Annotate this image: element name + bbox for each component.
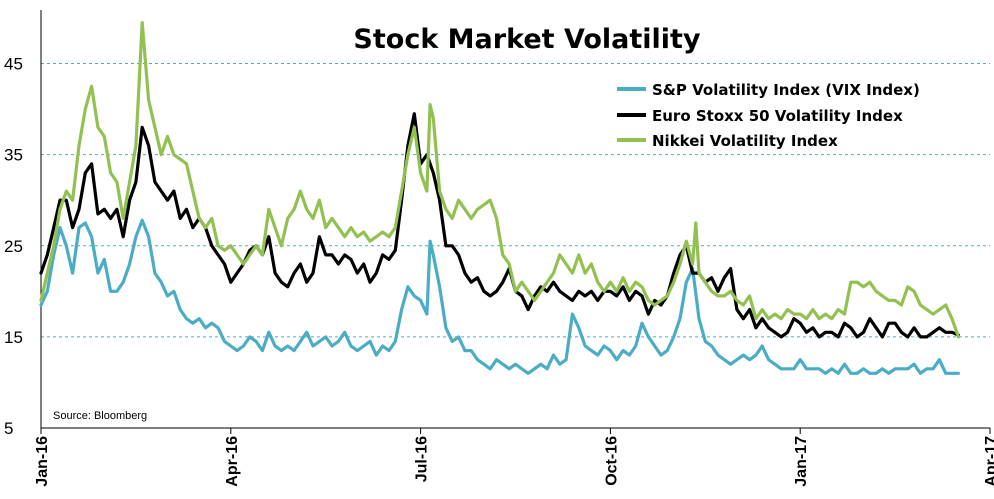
series-lines xyxy=(39,21,960,375)
chart-title: Stock Market Volatility xyxy=(353,24,701,55)
legend-label-nikkei: Nikkei Volatility Index xyxy=(652,132,838,150)
series-line-nikkei xyxy=(39,21,960,339)
y-tick-label-15: 15 xyxy=(4,328,23,347)
x-tick-label-apr-16: Apr-16 xyxy=(224,436,241,487)
x-tick-label-apr-17: Apr-17 xyxy=(983,436,994,487)
y-tick-label-45: 45 xyxy=(4,55,23,74)
series-line-vix xyxy=(39,218,960,375)
gridlines xyxy=(41,63,990,338)
legend-label-vix: S&P Volatility Index (VIX Index) xyxy=(652,81,920,99)
legend-label-euro-stoxx: Euro Stoxx 50 Volatility Index xyxy=(652,107,903,125)
axes xyxy=(40,10,991,434)
source-note: Source: Bloomberg xyxy=(53,410,147,422)
tick-labels: 5 15 25 35 45 Jan-16 Apr-16 Jul-16 Oct-16 Jan-17 A… xyxy=(4,55,994,487)
y-tick-label-25: 25 xyxy=(4,237,23,256)
x-tick-label-jan-17: Jan-17 xyxy=(793,436,810,487)
series-line-euro-stoxx xyxy=(39,112,960,339)
x-tick-label-jul-16: Jul-16 xyxy=(414,436,431,482)
legend: S&P Volatility Index (VIX Index) Euro St… xyxy=(617,81,920,150)
y-tick-label-35: 35 xyxy=(4,146,23,165)
x-tick-label-jan-16: Jan-16 xyxy=(34,436,51,487)
x-tick-label-oct-16: Oct-16 xyxy=(603,436,620,486)
y-tick-label-5: 5 xyxy=(4,419,13,438)
